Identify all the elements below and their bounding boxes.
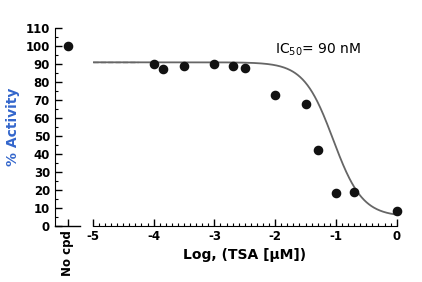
Point [241,65,248,70]
Point [272,92,279,97]
Point [314,148,321,153]
Point [302,101,309,106]
Point [160,67,166,72]
Point [351,189,357,194]
Point [181,64,187,68]
Text: IC$_{50}$= 90 nM: IC$_{50}$= 90 nM [275,42,361,58]
Point [64,44,71,49]
Point [150,62,157,66]
Point [229,64,236,68]
Point [333,191,339,195]
Y-axis label: % Activity: % Activity [6,88,20,166]
X-axis label: Log, (TSA [μM]): Log, (TSA [μM]) [183,248,306,262]
Point [393,209,400,213]
Point [211,62,218,66]
